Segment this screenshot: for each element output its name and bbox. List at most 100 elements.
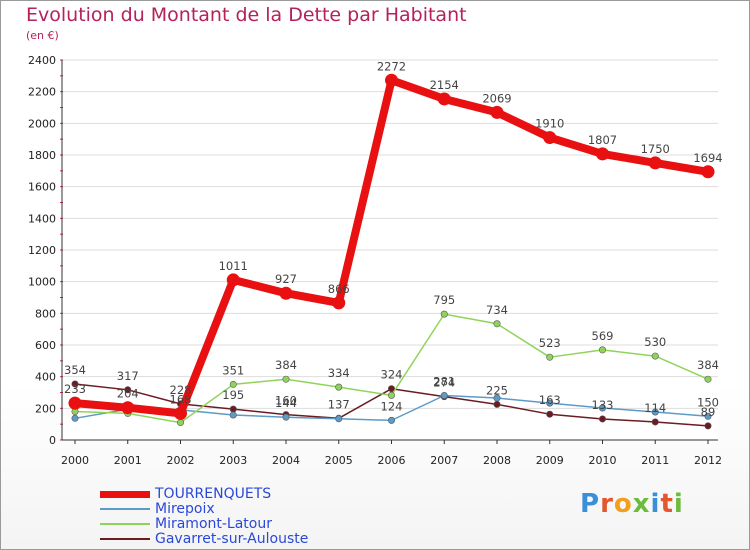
data-label: 204 bbox=[117, 387, 139, 401]
data-label: 530 bbox=[644, 335, 666, 349]
legend-swatch bbox=[100, 538, 150, 540]
data-point bbox=[493, 400, 501, 408]
y-tick-label: 1400 bbox=[28, 212, 56, 225]
data-label: 89 bbox=[701, 405, 716, 419]
data-point bbox=[648, 156, 662, 170]
x-tick-label: 2007 bbox=[430, 454, 458, 467]
data-label: 1750 bbox=[641, 142, 670, 156]
x-tick-label: 2010 bbox=[589, 454, 617, 467]
legend-label: TOURRENQUETS bbox=[155, 486, 272, 502]
legend-label: Gavarret-sur-Aulouste bbox=[155, 531, 309, 547]
x-tick-label: 2008 bbox=[483, 454, 511, 467]
x-tick-label: 2000 bbox=[61, 454, 89, 467]
data-label: 1694 bbox=[693, 151, 722, 165]
logo-letter: t bbox=[660, 489, 674, 519]
data-point bbox=[546, 399, 554, 407]
legend-swatch bbox=[100, 491, 150, 498]
y-tick-label: 2400 bbox=[28, 54, 56, 67]
y-tick-label: 600 bbox=[35, 339, 56, 352]
legend-swatch bbox=[100, 508, 150, 510]
data-point bbox=[282, 375, 290, 383]
chart-subtitle: (en €) bbox=[26, 29, 59, 42]
data-label: 160 bbox=[275, 394, 297, 408]
data-point bbox=[282, 413, 290, 421]
data-label: 225 bbox=[486, 383, 508, 397]
data-label: 354 bbox=[64, 363, 86, 377]
data-label: 144 bbox=[275, 396, 297, 410]
data-label: 734 bbox=[486, 303, 508, 317]
x-tick-label: 2004 bbox=[272, 454, 300, 467]
data-label: 324 bbox=[381, 368, 403, 382]
x-tick-label: 2001 bbox=[114, 454, 142, 467]
data-point bbox=[437, 92, 451, 106]
data-point bbox=[335, 383, 343, 391]
y-tick-label: 200 bbox=[35, 402, 56, 415]
legend-label: Miramont-Latour bbox=[155, 516, 272, 532]
data-point bbox=[493, 394, 501, 402]
data-label: 334 bbox=[328, 366, 350, 380]
x-tick-label: 2005 bbox=[325, 454, 353, 467]
x-tick-label: 2009 bbox=[536, 454, 564, 467]
data-point bbox=[598, 346, 606, 354]
data-point bbox=[440, 310, 448, 318]
x-tick-label: 2003 bbox=[219, 454, 247, 467]
data-point bbox=[226, 273, 240, 287]
data-label: 351 bbox=[222, 363, 244, 377]
data-label: 274 bbox=[433, 376, 455, 390]
x-tick-label: 2006 bbox=[378, 454, 406, 467]
data-point bbox=[490, 105, 504, 119]
data-point bbox=[651, 408, 659, 416]
y-tick-label: 1000 bbox=[28, 276, 56, 289]
data-point bbox=[335, 415, 343, 423]
logo-letter: r bbox=[600, 489, 614, 519]
data-point bbox=[598, 404, 606, 412]
y-tick-label: 400 bbox=[35, 371, 56, 384]
x-tick-label: 2002 bbox=[167, 454, 195, 467]
data-label: 114 bbox=[644, 401, 666, 415]
y-tick-label: 1200 bbox=[28, 244, 56, 257]
y-tick-label: 2200 bbox=[28, 86, 56, 99]
data-label: 281 bbox=[433, 375, 455, 389]
data-point bbox=[71, 380, 79, 388]
data-label: 163 bbox=[539, 393, 561, 407]
data-label: 150 bbox=[697, 395, 719, 409]
data-point bbox=[704, 412, 712, 420]
logo-letter: i bbox=[650, 489, 661, 519]
y-tick-label: 0 bbox=[49, 434, 56, 447]
data-point bbox=[229, 380, 237, 388]
data-point bbox=[543, 131, 557, 145]
data-label: 1011 bbox=[219, 259, 248, 273]
data-label: 233 bbox=[64, 382, 86, 396]
data-label: 228 bbox=[170, 383, 192, 397]
data-label: 133 bbox=[592, 398, 614, 412]
data-label: 2069 bbox=[482, 91, 511, 105]
data-point bbox=[229, 405, 237, 413]
data-label: 1807 bbox=[588, 133, 617, 147]
data-point bbox=[651, 352, 659, 360]
data-label: 2272 bbox=[377, 59, 406, 73]
data-point bbox=[279, 286, 293, 300]
y-tick-label: 2000 bbox=[28, 117, 56, 130]
data-label: 1910 bbox=[535, 117, 564, 131]
data-point bbox=[701, 165, 715, 179]
data-point bbox=[704, 375, 712, 383]
data-label: 927 bbox=[275, 272, 297, 286]
legend-swatch bbox=[100, 523, 150, 525]
legend-label: Mirepoix bbox=[155, 501, 215, 517]
data-point bbox=[387, 391, 395, 399]
data-label: 866 bbox=[328, 282, 350, 296]
logo-letter: i bbox=[673, 489, 684, 519]
data-label: 523 bbox=[539, 336, 561, 350]
logo-letter: P bbox=[580, 489, 601, 519]
logo-letter: o bbox=[613, 489, 633, 519]
data-label: 384 bbox=[275, 358, 297, 372]
data-point bbox=[68, 396, 82, 410]
data-point bbox=[177, 419, 185, 427]
data-point bbox=[704, 422, 712, 430]
data-point bbox=[387, 416, 395, 424]
data-point bbox=[174, 406, 187, 420]
data-label: 317 bbox=[117, 369, 139, 383]
logo-letter: x bbox=[632, 489, 651, 519]
chart-title: Evolution du Montant de la Dette par Hab… bbox=[26, 4, 467, 26]
